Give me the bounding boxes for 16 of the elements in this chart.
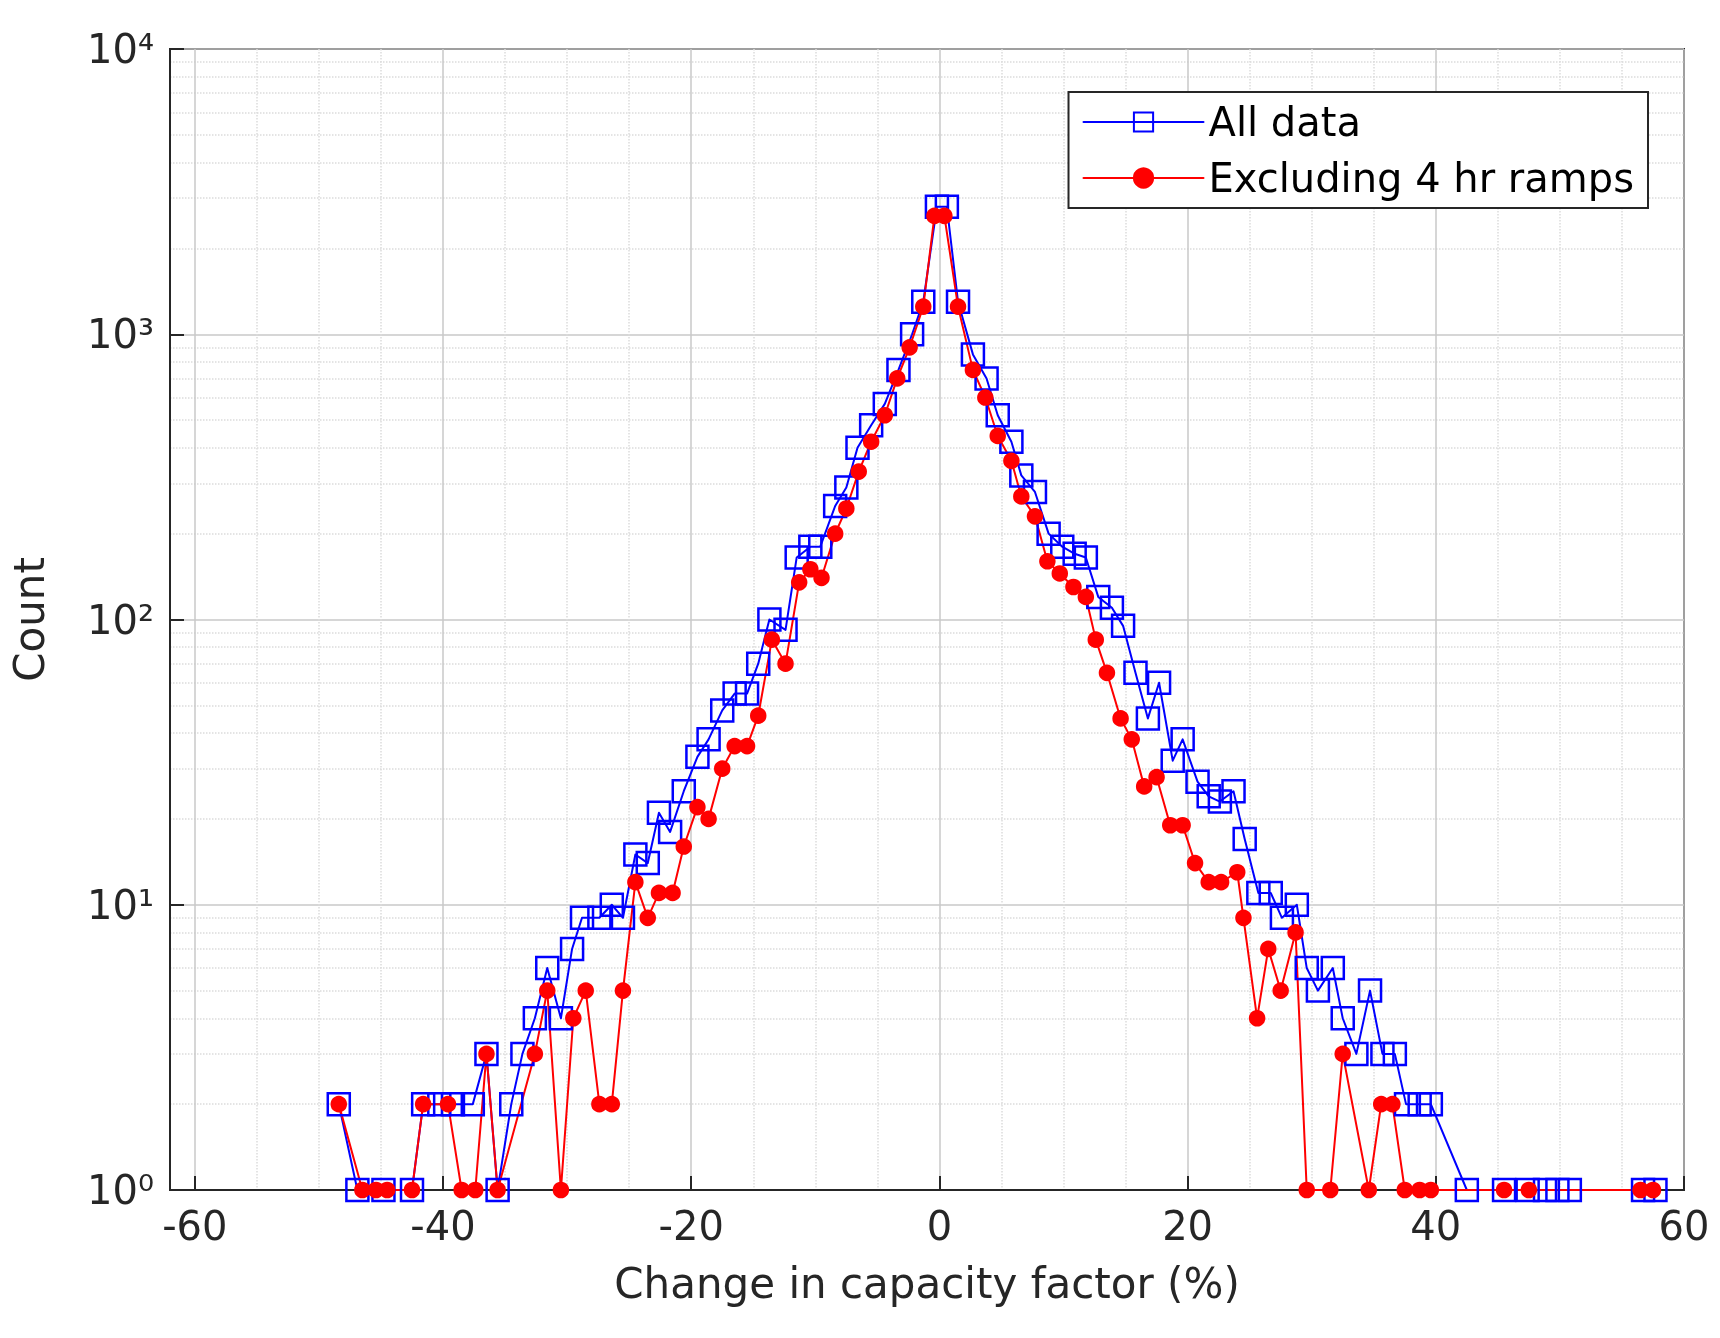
x-tick-label: 0 [926,1203,953,1249]
x-tick-label: -40 [410,1203,476,1249]
x-tick-label: -60 [162,1203,228,1249]
y-tick-label: 10¹ [87,881,154,928]
y-tick-label: 10³ [87,311,154,358]
legend-label: Excluding 4 hr ramps [1208,155,1635,201]
x-axis-title: Change in capacity factor (%) [614,1258,1240,1308]
x-tick-label: 40 [1410,1203,1462,1249]
y-tick-label: 10² [87,596,154,643]
y-axis-title: Count [4,557,54,682]
x-tick-label: 20 [1162,1203,1214,1249]
y-tick-label: 10⁰ [87,1167,154,1213]
x-tick-label: -20 [658,1203,724,1249]
x-tick-label: 60 [1658,1203,1710,1249]
legend-label: All data [1208,99,1361,145]
y-tick-label: 10⁴ [87,26,154,72]
